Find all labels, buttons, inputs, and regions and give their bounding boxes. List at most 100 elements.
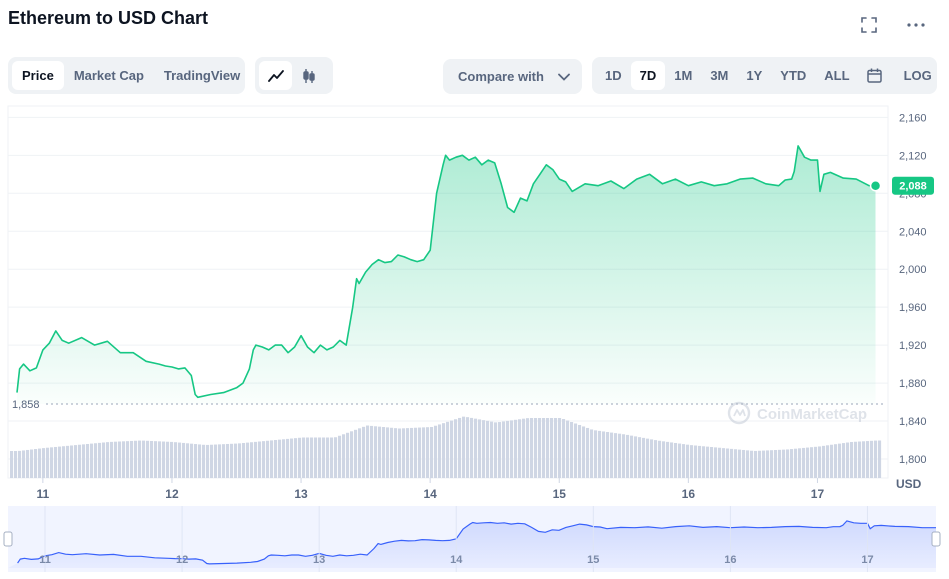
- navigator-right-handle[interactable]: [931, 531, 941, 547]
- volume-bar: [662, 441, 666, 478]
- volume-bar: [14, 451, 18, 478]
- range-1d[interactable]: 1D: [605, 68, 622, 83]
- volume-bar: [38, 448, 42, 478]
- volume-bar: [842, 443, 846, 478]
- volume-bar: [286, 438, 290, 478]
- volume-bar: [866, 441, 870, 478]
- navigator[interactable]: 11 12 13 14 15 16 17: [3, 506, 941, 572]
- volume-bar: [70, 445, 74, 478]
- tab-market-cap[interactable]: Market Cap: [73, 68, 144, 83]
- chevron-down-icon: [558, 73, 570, 81]
- line-chart-button[interactable]: [259, 61, 292, 90]
- volume-bar: [618, 433, 622, 478]
- volume-bar: [346, 432, 350, 478]
- range-ytd[interactable]: YTD: [780, 68, 807, 83]
- compare-with-dropdown[interactable]: Compare with: [443, 59, 582, 94]
- volume-bar: [526, 418, 530, 478]
- coinmarketcap-logo-icon: [727, 401, 751, 425]
- volume-bar: [366, 425, 370, 478]
- volume-bar: [782, 449, 786, 478]
- volume-bar: [714, 447, 718, 478]
- volume-bar: [850, 441, 854, 478]
- volume-bar: [494, 422, 498, 478]
- candlestick-icon: [302, 68, 315, 83]
- volume-bar: [502, 421, 506, 478]
- volume-bar: [766, 450, 770, 478]
- volume-bar: [114, 441, 118, 478]
- volume-bar: [498, 422, 502, 478]
- volume-bar: [830, 444, 834, 478]
- volume-bar: [694, 445, 698, 478]
- volume-bar: [118, 441, 122, 478]
- range-7d[interactable]: 7D: [630, 61, 666, 90]
- volume-bar: [138, 440, 142, 478]
- candlestick-button[interactable]: [292, 61, 325, 90]
- tab-tradingview[interactable]: TradingView: [163, 68, 241, 83]
- volume-bar: [702, 446, 706, 478]
- volume-bar: [374, 426, 378, 478]
- volume-bar: [54, 446, 58, 478]
- volume-bar: [342, 434, 346, 478]
- volume-bar: [594, 430, 598, 478]
- volume-bar: [66, 445, 70, 478]
- volume-bar: [326, 437, 330, 478]
- volume-bar: [26, 449, 30, 478]
- volume-bar: [750, 450, 754, 478]
- volume-bar: [486, 420, 490, 478]
- volume-bar: [422, 427, 426, 478]
- volume-bar: [82, 444, 86, 478]
- y-tick-label: 1,920: [899, 340, 927, 352]
- volume-bar: [330, 437, 334, 478]
- navigator-left-handle[interactable]: [3, 531, 13, 547]
- y-tick-label: 1,840: [899, 416, 927, 428]
- x-tick-label: 17: [811, 487, 825, 501]
- volume-bar: [742, 449, 746, 478]
- volume-bar: [94, 443, 98, 478]
- volume-bar: [706, 446, 710, 478]
- calendar-icon: [866, 68, 882, 83]
- range-3m[interactable]: 3M: [710, 68, 729, 83]
- navigator-tick-label: 15: [587, 554, 599, 566]
- volume-bar: [126, 441, 130, 478]
- tab-price[interactable]: Price: [12, 61, 64, 90]
- volume-bar: [490, 421, 494, 478]
- volume-bar: [418, 427, 422, 478]
- price-area-fill: [17, 145, 876, 404]
- range-1m[interactable]: 1M: [674, 68, 693, 83]
- volume-bar: [446, 421, 450, 478]
- volume-bar: [458, 417, 462, 478]
- volume-bar: [562, 419, 566, 478]
- volume-bar: [314, 437, 318, 478]
- volume-bar: [206, 444, 210, 478]
- volume-bar: [58, 446, 62, 478]
- volume-bar: [870, 440, 874, 478]
- volume-bar: [546, 418, 550, 478]
- navigator-tick-label: 11: [39, 554, 51, 566]
- range-1y[interactable]: 1Y: [746, 68, 763, 83]
- volume-bar: [90, 443, 94, 478]
- volume-bar: [362, 426, 366, 478]
- more-icon[interactable]: [905, 14, 927, 36]
- volume-bar: [198, 444, 202, 478]
- volume-bar: [798, 448, 802, 478]
- volume-bar: [826, 445, 830, 478]
- volume-bar: [410, 427, 414, 478]
- current-price-label: 2,088: [899, 181, 927, 193]
- volume-bar: [466, 417, 470, 478]
- calendar-button[interactable]: [859, 61, 890, 90]
- volume-bar: [214, 444, 218, 478]
- volume-bar: [42, 448, 46, 478]
- volume-bar: [162, 441, 166, 478]
- volume-bar: [298, 437, 302, 478]
- y-tick-label: 1,960: [899, 302, 927, 314]
- log-scale-toggle[interactable]: LOG: [903, 68, 932, 83]
- range-all[interactable]: ALL: [824, 68, 850, 83]
- fullscreen-icon[interactable]: [858, 14, 880, 36]
- volume-bar: [754, 450, 758, 478]
- volume-bar: [122, 441, 126, 478]
- x-tick-label: 12: [165, 487, 179, 501]
- volume-bar: [318, 437, 322, 478]
- volume-bar: [626, 434, 630, 478]
- volume-bar: [218, 444, 222, 478]
- volume-bar: [670, 442, 674, 478]
